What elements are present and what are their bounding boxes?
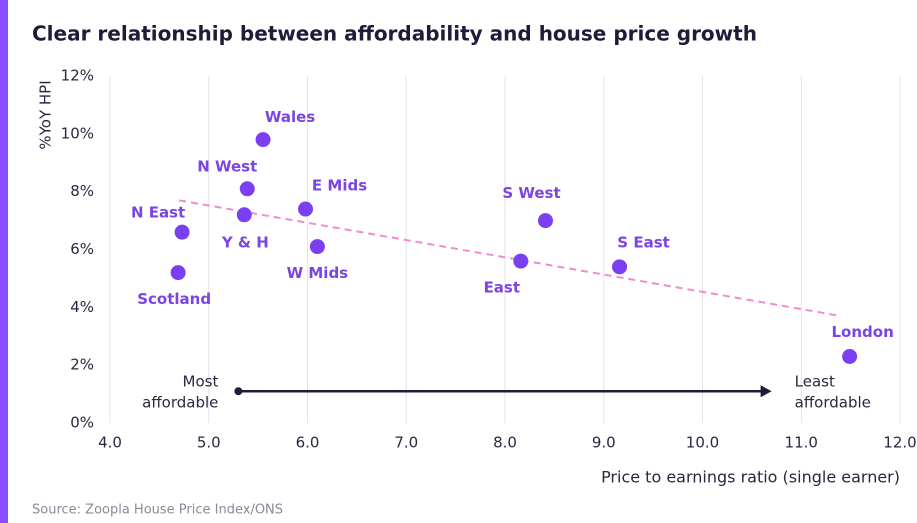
point-label: Y & H <box>221 233 269 251</box>
arrow-end-label: Least <box>795 373 835 391</box>
point-label: N East <box>131 204 185 222</box>
x-tick-label: 11.0 <box>785 434 818 452</box>
x-tick-label: 12.0 <box>883 434 916 452</box>
point-label: London <box>832 323 894 341</box>
y-tick-label: 2% <box>70 356 94 374</box>
x-tick-label: 7.0 <box>394 434 418 452</box>
arrow-start-label: Most <box>183 373 219 391</box>
point <box>612 259 628 275</box>
arrow-head <box>760 385 772 398</box>
point-label: S East <box>617 233 670 251</box>
chart-title: Clear relationship between affordability… <box>32 22 757 46</box>
point <box>255 132 271 148</box>
trendline <box>178 199 841 317</box>
point <box>170 265 186 281</box>
point <box>298 201 314 217</box>
x-tick-label: 5.0 <box>197 434 221 452</box>
y-tick-label: 12% <box>61 67 94 85</box>
x-tick-label: 9.0 <box>592 434 616 452</box>
arrow-end-label: affordable <box>795 394 871 412</box>
point <box>174 224 190 240</box>
point-label: S West <box>502 184 560 202</box>
x-axis-label: Price to earnings ratio (single earner) <box>601 468 900 487</box>
arrow-start-label: affordable <box>142 394 218 412</box>
point-label: W Mids <box>287 264 349 282</box>
accent-bar <box>0 0 8 523</box>
x-tick-label: 4.0 <box>98 434 122 452</box>
point <box>236 207 252 223</box>
point-label: East <box>484 279 520 297</box>
y-tick-label: 4% <box>70 298 94 316</box>
y-tick-label: 6% <box>70 240 94 258</box>
source: Source: Zoopla House Price Index/ONS <box>32 503 283 518</box>
point <box>513 253 529 269</box>
point <box>309 239 325 255</box>
y-axis-label: %YoY HPI <box>37 80 55 149</box>
x-tick-label: 10.0 <box>686 434 719 452</box>
point <box>537 213 553 229</box>
point-label: E Mids <box>312 177 367 195</box>
point <box>239 181 255 197</box>
point <box>842 348 858 364</box>
y-tick-label: 0% <box>70 414 94 432</box>
x-tick-label: 8.0 <box>493 434 517 452</box>
point-label: Wales <box>265 108 315 126</box>
x-tick-label: 6.0 <box>296 434 320 452</box>
point-label: Scotland <box>137 290 211 308</box>
y-tick-label: 10% <box>61 124 94 142</box>
y-tick-label: 8% <box>70 182 94 200</box>
point-label: N West <box>197 157 257 175</box>
arrow-start <box>234 387 243 396</box>
